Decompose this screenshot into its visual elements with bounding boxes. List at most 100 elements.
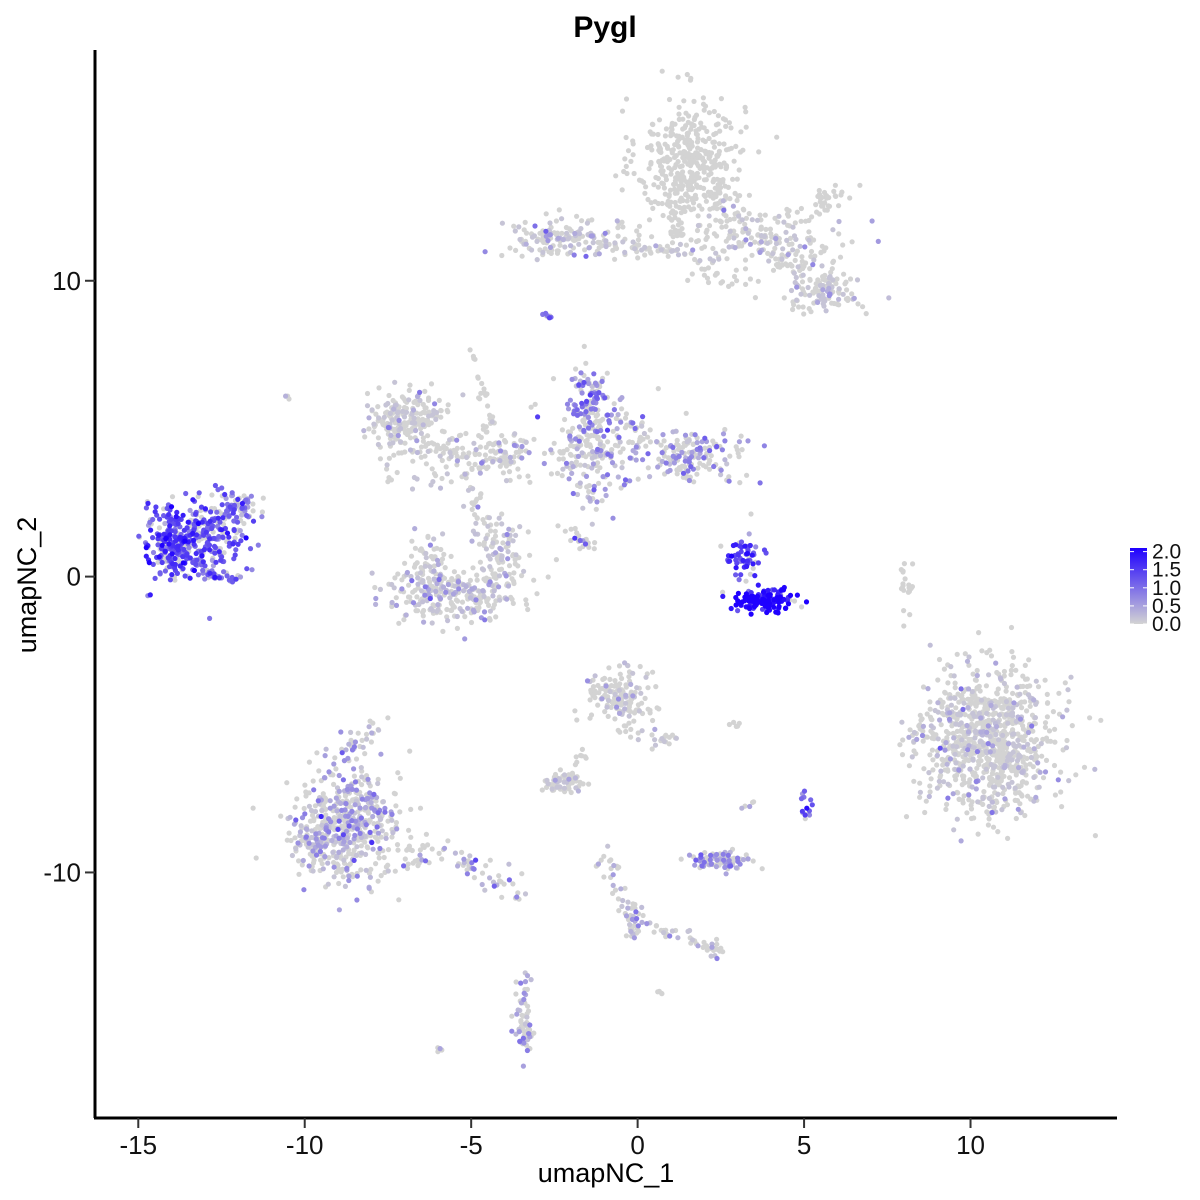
cell-point: [674, 437, 680, 443]
cell-point: [948, 702, 955, 708]
cell-point: [485, 523, 491, 529]
cell-point: [453, 597, 459, 603]
cell-point: [691, 98, 697, 104]
cell-point: [996, 712, 1003, 718]
cell-point: [821, 276, 827, 282]
cell-point: [445, 402, 451, 408]
cell-point: [473, 857, 479, 863]
cell-point: [977, 688, 983, 694]
cell-point: [969, 689, 975, 695]
cell-point: [809, 214, 815, 220]
cell-point: [506, 469, 513, 475]
cell-point: [415, 581, 421, 587]
cell-point: [486, 602, 492, 609]
cell-point: [921, 766, 927, 772]
cell-point: [223, 495, 229, 501]
cell-point: [699, 439, 705, 445]
cell-point: [336, 835, 342, 842]
cell-point: [519, 253, 525, 259]
cell-point: [901, 561, 908, 567]
cell-point: [718, 472, 724, 478]
cell-point: [389, 811, 395, 818]
cell-point: [679, 232, 685, 238]
cell-point: [676, 217, 682, 223]
cell-point: [603, 688, 609, 694]
cell-point: [958, 838, 964, 844]
cell-point: [338, 729, 344, 735]
cell-point: [660, 432, 666, 438]
cell-point: [612, 240, 618, 246]
cell-point: [308, 807, 315, 814]
cell-point: [181, 546, 187, 553]
cell-point: [631, 170, 637, 177]
cell-point: [477, 595, 483, 601]
cell-point: [1066, 699, 1072, 705]
cell-point: [241, 520, 247, 527]
cell-point: [716, 151, 722, 157]
cell-point: [607, 688, 613, 695]
cell-point: [586, 489, 592, 495]
cell-point: [989, 777, 995, 783]
cell-point: [960, 776, 967, 783]
cell-point: [364, 390, 371, 397]
cell-point: [572, 775, 579, 781]
cell-point: [381, 414, 387, 420]
cell-point: [438, 408, 444, 414]
cell-point: [653, 923, 660, 929]
cell-point: [525, 606, 531, 613]
cell-point: [244, 566, 250, 572]
cell-point: [338, 800, 344, 807]
cell-point: [1029, 723, 1035, 729]
cell-point: [711, 139, 718, 145]
cell-point: [445, 618, 451, 624]
cell-point: [711, 144, 718, 150]
cell-point: [622, 660, 628, 666]
cell-point: [798, 796, 805, 802]
cell-point: [368, 866, 374, 873]
cell-point: [988, 702, 994, 709]
cell-point: [643, 184, 649, 190]
cell-point: [801, 788, 808, 794]
cell-point: [224, 573, 230, 579]
cell-point: [1026, 657, 1032, 663]
cell-point: [522, 219, 528, 225]
cell-point: [623, 700, 629, 706]
cell-point: [792, 220, 798, 226]
cell-point: [497, 545, 503, 552]
cell-point: [1033, 678, 1039, 684]
cell-point: [717, 128, 723, 134]
cell-point: [556, 207, 562, 213]
cell-point: [359, 774, 365, 780]
cell-point: [756, 149, 762, 155]
cell-point: [714, 443, 720, 450]
cell-point: [512, 228, 518, 234]
cell-point: [941, 779, 947, 785]
cell-point: [561, 785, 568, 791]
cell-point: [655, 184, 661, 190]
cell-point: [622, 477, 629, 483]
cell-point: [1024, 683, 1030, 690]
cell-point: [136, 533, 142, 539]
cell-point: [836, 296, 842, 302]
cell-point: [747, 241, 754, 247]
cell-point: [408, 834, 414, 840]
cell-point: [440, 531, 446, 537]
cell-point: [854, 277, 861, 283]
cell-point: [567, 433, 573, 439]
cell-point: [193, 561, 199, 568]
cell-point: [200, 567, 206, 573]
cell-point: [232, 552, 238, 558]
cell-point: [499, 220, 505, 226]
cell-point: [686, 852, 693, 858]
cell-point: [417, 570, 424, 576]
cell-point: [603, 243, 609, 250]
cell-point: [401, 617, 407, 623]
cell-point: [682, 432, 689, 438]
cell-point: [606, 418, 612, 424]
cell-point: [227, 504, 233, 510]
cell-point: [284, 780, 290, 786]
cell-point: [722, 426, 728, 433]
cell-point: [639, 247, 645, 253]
cell-point: [731, 235, 737, 241]
cell-point: [238, 538, 244, 544]
